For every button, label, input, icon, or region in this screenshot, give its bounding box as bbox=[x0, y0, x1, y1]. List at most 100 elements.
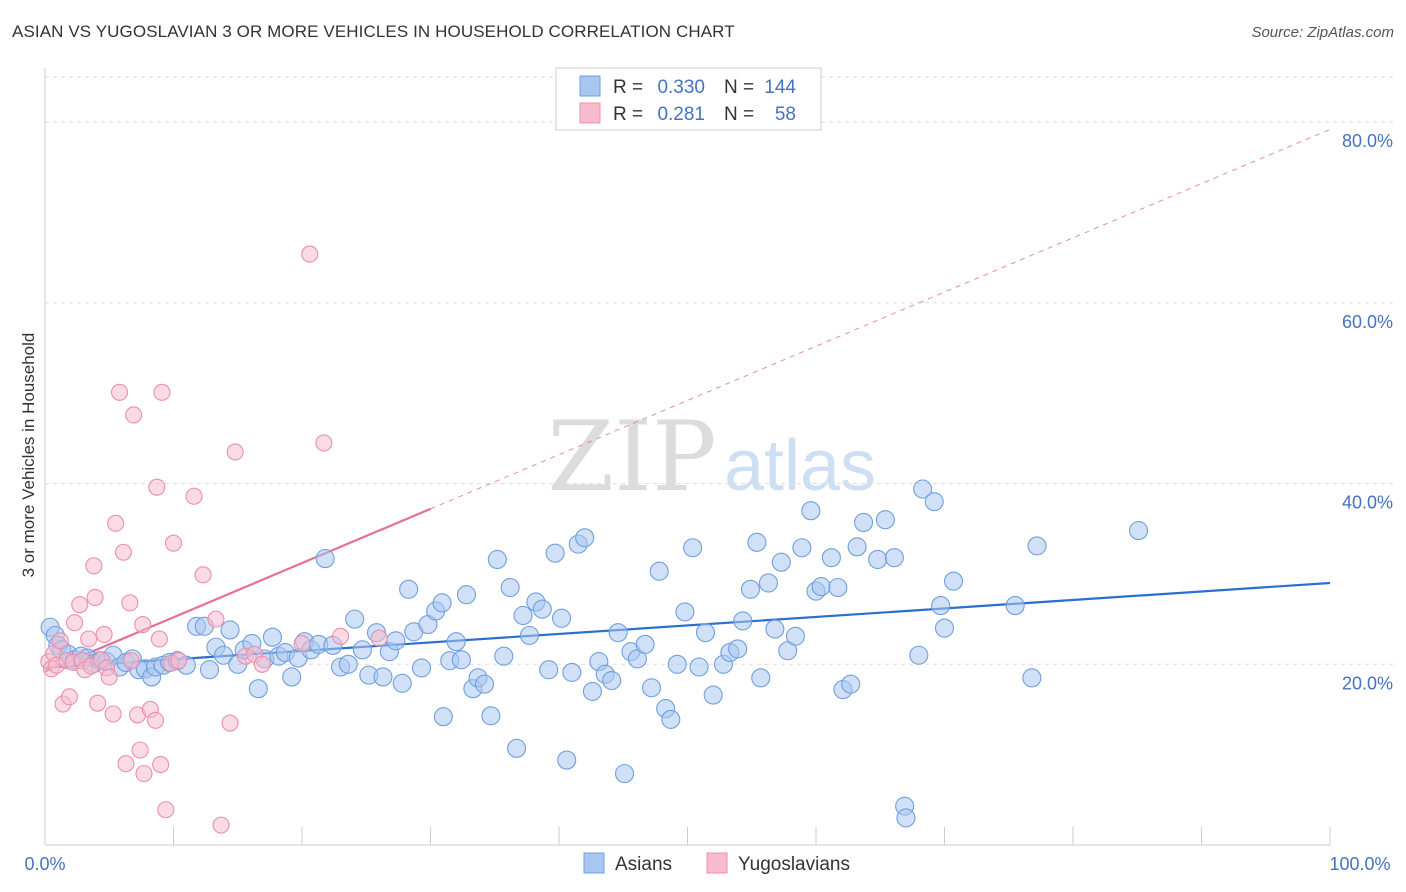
point-yugoslavians bbox=[95, 625, 113, 644]
point-asians bbox=[703, 685, 723, 705]
point-yugoslavians bbox=[221, 714, 239, 732]
point-asians bbox=[1027, 536, 1047, 556]
point-yugoslavians bbox=[131, 741, 149, 759]
legend-n-value-yugoslavians: 58 bbox=[775, 104, 796, 125]
point-asians bbox=[909, 645, 929, 665]
point-asians bbox=[733, 611, 753, 631]
trend-line-yugoslavians bbox=[44, 507, 431, 673]
legend-n-value-asians: 144 bbox=[764, 77, 796, 98]
stats-legend: R = 0.330 N = 144 R = 0.281 N = 58 bbox=[555, 67, 822, 131]
legend-n-label-yugoslavians: N = bbox=[724, 104, 754, 125]
point-asians bbox=[695, 623, 716, 643]
source-credit: Source: ZipAtlas.com bbox=[1251, 24, 1394, 41]
point-asians bbox=[785, 626, 805, 646]
point-asians bbox=[758, 573, 779, 593]
point-asians bbox=[821, 548, 841, 568]
point-yugoslavians bbox=[148, 478, 166, 496]
trend-line-yugoslavians-extension bbox=[430, 128, 1331, 510]
point-yugoslavians bbox=[152, 756, 170, 774]
point-asians bbox=[446, 632, 466, 652]
point-asians bbox=[943, 571, 964, 591]
y-tick-label: 20.0% bbox=[1342, 673, 1393, 693]
point-asians bbox=[931, 596, 951, 616]
point-yugoslavians bbox=[60, 688, 78, 706]
point-asians bbox=[199, 660, 220, 680]
point-asians bbox=[352, 640, 372, 660]
point-asians bbox=[399, 579, 419, 599]
point-asians bbox=[545, 543, 565, 563]
point-yugoslavians bbox=[207, 610, 225, 628]
point-yugoslavians bbox=[125, 406, 143, 424]
point-asians bbox=[641, 678, 662, 698]
point-asians bbox=[602, 671, 622, 691]
bottom-legend-swatch-yugoslavians bbox=[706, 852, 728, 874]
x-tick-label-end: 100.0% bbox=[1329, 854, 1390, 874]
point-asians bbox=[262, 627, 282, 647]
point-asians bbox=[1022, 668, 1042, 688]
point-asians bbox=[675, 602, 695, 622]
point-asians bbox=[373, 667, 393, 687]
point-yugoslavians bbox=[121, 594, 139, 612]
point-asians bbox=[575, 528, 595, 548]
point-asians bbox=[451, 650, 471, 670]
point-asians bbox=[635, 634, 655, 654]
point-asians bbox=[552, 608, 572, 628]
point-yugoslavians bbox=[104, 705, 122, 723]
point-asians bbox=[386, 631, 406, 651]
point-asians bbox=[747, 532, 767, 552]
point-asians bbox=[811, 577, 831, 597]
bottom-legend-label-asians: Asians bbox=[615, 854, 672, 875]
point-yugoslavians bbox=[150, 630, 168, 648]
point-asians bbox=[582, 681, 602, 701]
point-yugoslavians bbox=[315, 434, 333, 452]
point-yugoslavians bbox=[100, 668, 118, 686]
point-yugoslavians bbox=[85, 557, 103, 575]
point-yugoslavians bbox=[107, 514, 125, 532]
point-asians bbox=[539, 660, 559, 680]
point-asians bbox=[924, 492, 944, 512]
point-asians bbox=[934, 618, 955, 638]
point-asians bbox=[608, 623, 628, 643]
point-asians bbox=[661, 709, 681, 729]
point-yugoslavians bbox=[51, 632, 69, 650]
point-yugoslavians bbox=[170, 652, 188, 670]
data-points bbox=[40, 245, 1149, 834]
bottom-legend-label-yugoslavians: Yugoslavians bbox=[738, 854, 850, 875]
point-yugoslavians bbox=[370, 629, 388, 647]
watermark-atlas: atlas bbox=[724, 426, 876, 506]
point-asians bbox=[519, 625, 539, 645]
point-asians bbox=[315, 549, 335, 569]
point-yugoslavians bbox=[135, 765, 153, 783]
point-asians bbox=[765, 619, 785, 639]
point-asians bbox=[683, 538, 703, 558]
point-asians bbox=[474, 674, 495, 694]
point-asians bbox=[614, 764, 635, 784]
point-yugoslavians bbox=[117, 755, 135, 773]
point-asians bbox=[771, 552, 791, 572]
point-asians bbox=[913, 479, 933, 499]
point-asians bbox=[494, 646, 514, 666]
point-yugoslavians bbox=[110, 383, 129, 401]
point-asians bbox=[792, 538, 812, 558]
point-asians bbox=[828, 577, 848, 598]
point-asians bbox=[214, 645, 234, 665]
point-yugoslavians bbox=[293, 634, 311, 653]
point-asians bbox=[1005, 596, 1025, 616]
legend-n-label-asians: N = bbox=[724, 77, 754, 98]
point-yugoslavians bbox=[66, 614, 84, 632]
point-asians bbox=[801, 501, 821, 521]
point-asians bbox=[562, 662, 582, 682]
point-yugoslavians bbox=[146, 711, 165, 729]
point-asians bbox=[248, 679, 268, 699]
point-yugoslavians bbox=[89, 694, 107, 712]
point-yugoslavians bbox=[86, 588, 104, 606]
legend-r-value-asians: 0.330 bbox=[657, 77, 705, 98]
point-asians bbox=[875, 510, 895, 530]
axes bbox=[44, 68, 1331, 846]
point-asians bbox=[557, 750, 577, 770]
legend-r-value-yugoslavians: 0.281 bbox=[657, 104, 705, 125]
point-yugoslavians bbox=[153, 383, 171, 401]
point-asians bbox=[853, 512, 874, 532]
point-yugoslavians bbox=[301, 245, 319, 263]
